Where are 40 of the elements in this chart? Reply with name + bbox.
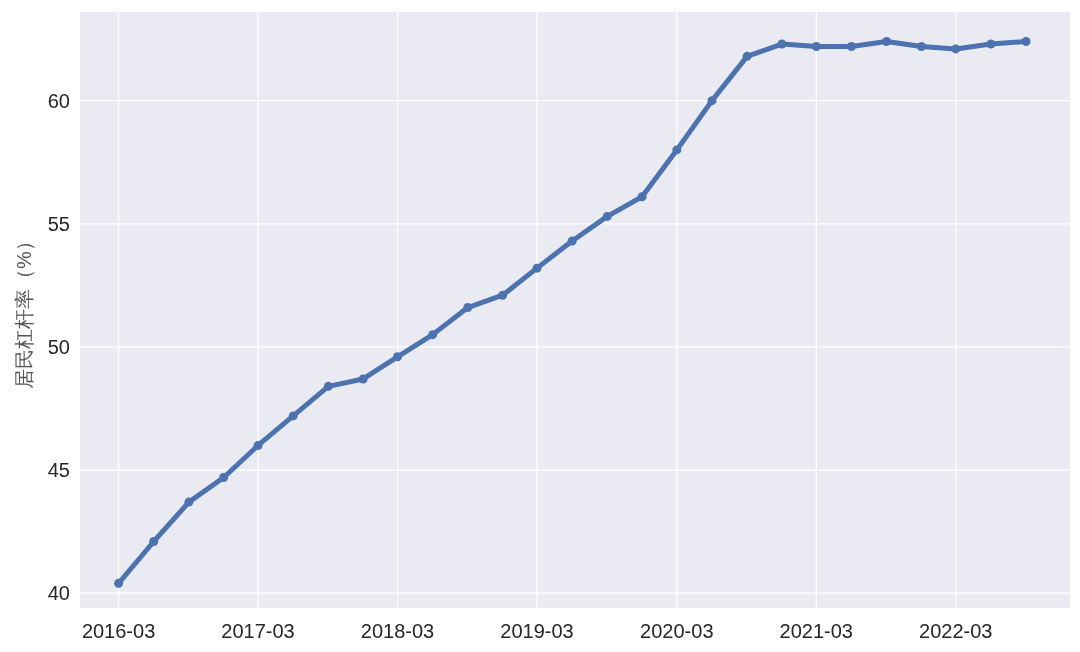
x-tick-label: 2020-03 bbox=[640, 620, 714, 642]
y-tick-label: 45 bbox=[47, 459, 70, 482]
y-axis-title: 居民杠杆率（%） bbox=[13, 231, 35, 389]
y-tick-label: 55 bbox=[47, 212, 70, 235]
point bbox=[358, 374, 368, 384]
point bbox=[184, 497, 194, 507]
x-tick-label: 2021-03 bbox=[779, 620, 853, 642]
point bbox=[846, 41, 856, 51]
point bbox=[149, 537, 159, 546]
point bbox=[463, 303, 473, 313]
point bbox=[323, 381, 333, 391]
point bbox=[882, 37, 892, 47]
point bbox=[498, 290, 508, 300]
point bbox=[532, 263, 542, 273]
x-tick-label: 2018-03 bbox=[360, 620, 435, 642]
point bbox=[393, 352, 403, 362]
x-tick-label: 2019-03 bbox=[500, 620, 574, 642]
point bbox=[428, 330, 438, 340]
point bbox=[811, 41, 821, 51]
y-tick-label: 60 bbox=[47, 89, 70, 112]
point bbox=[602, 211, 612, 221]
point bbox=[637, 192, 647, 202]
point bbox=[114, 578, 124, 588]
point bbox=[288, 411, 298, 421]
x-tick-label: 2017-03 bbox=[221, 620, 295, 642]
point bbox=[567, 236, 577, 246]
point bbox=[986, 39, 996, 49]
point bbox=[253, 440, 263, 450]
point bbox=[951, 44, 961, 54]
x-tick-label: 2016-03 bbox=[81, 620, 156, 642]
point bbox=[777, 39, 787, 49]
point bbox=[707, 96, 717, 106]
point bbox=[219, 472, 229, 482]
point bbox=[672, 145, 682, 155]
y-tick-label: 40 bbox=[47, 582, 70, 605]
point bbox=[916, 41, 926, 51]
y-tick-label: 50 bbox=[47, 335, 70, 358]
x-tick-label: 2022-03 bbox=[919, 620, 993, 642]
point bbox=[1021, 37, 1031, 47]
point bbox=[742, 51, 752, 61]
